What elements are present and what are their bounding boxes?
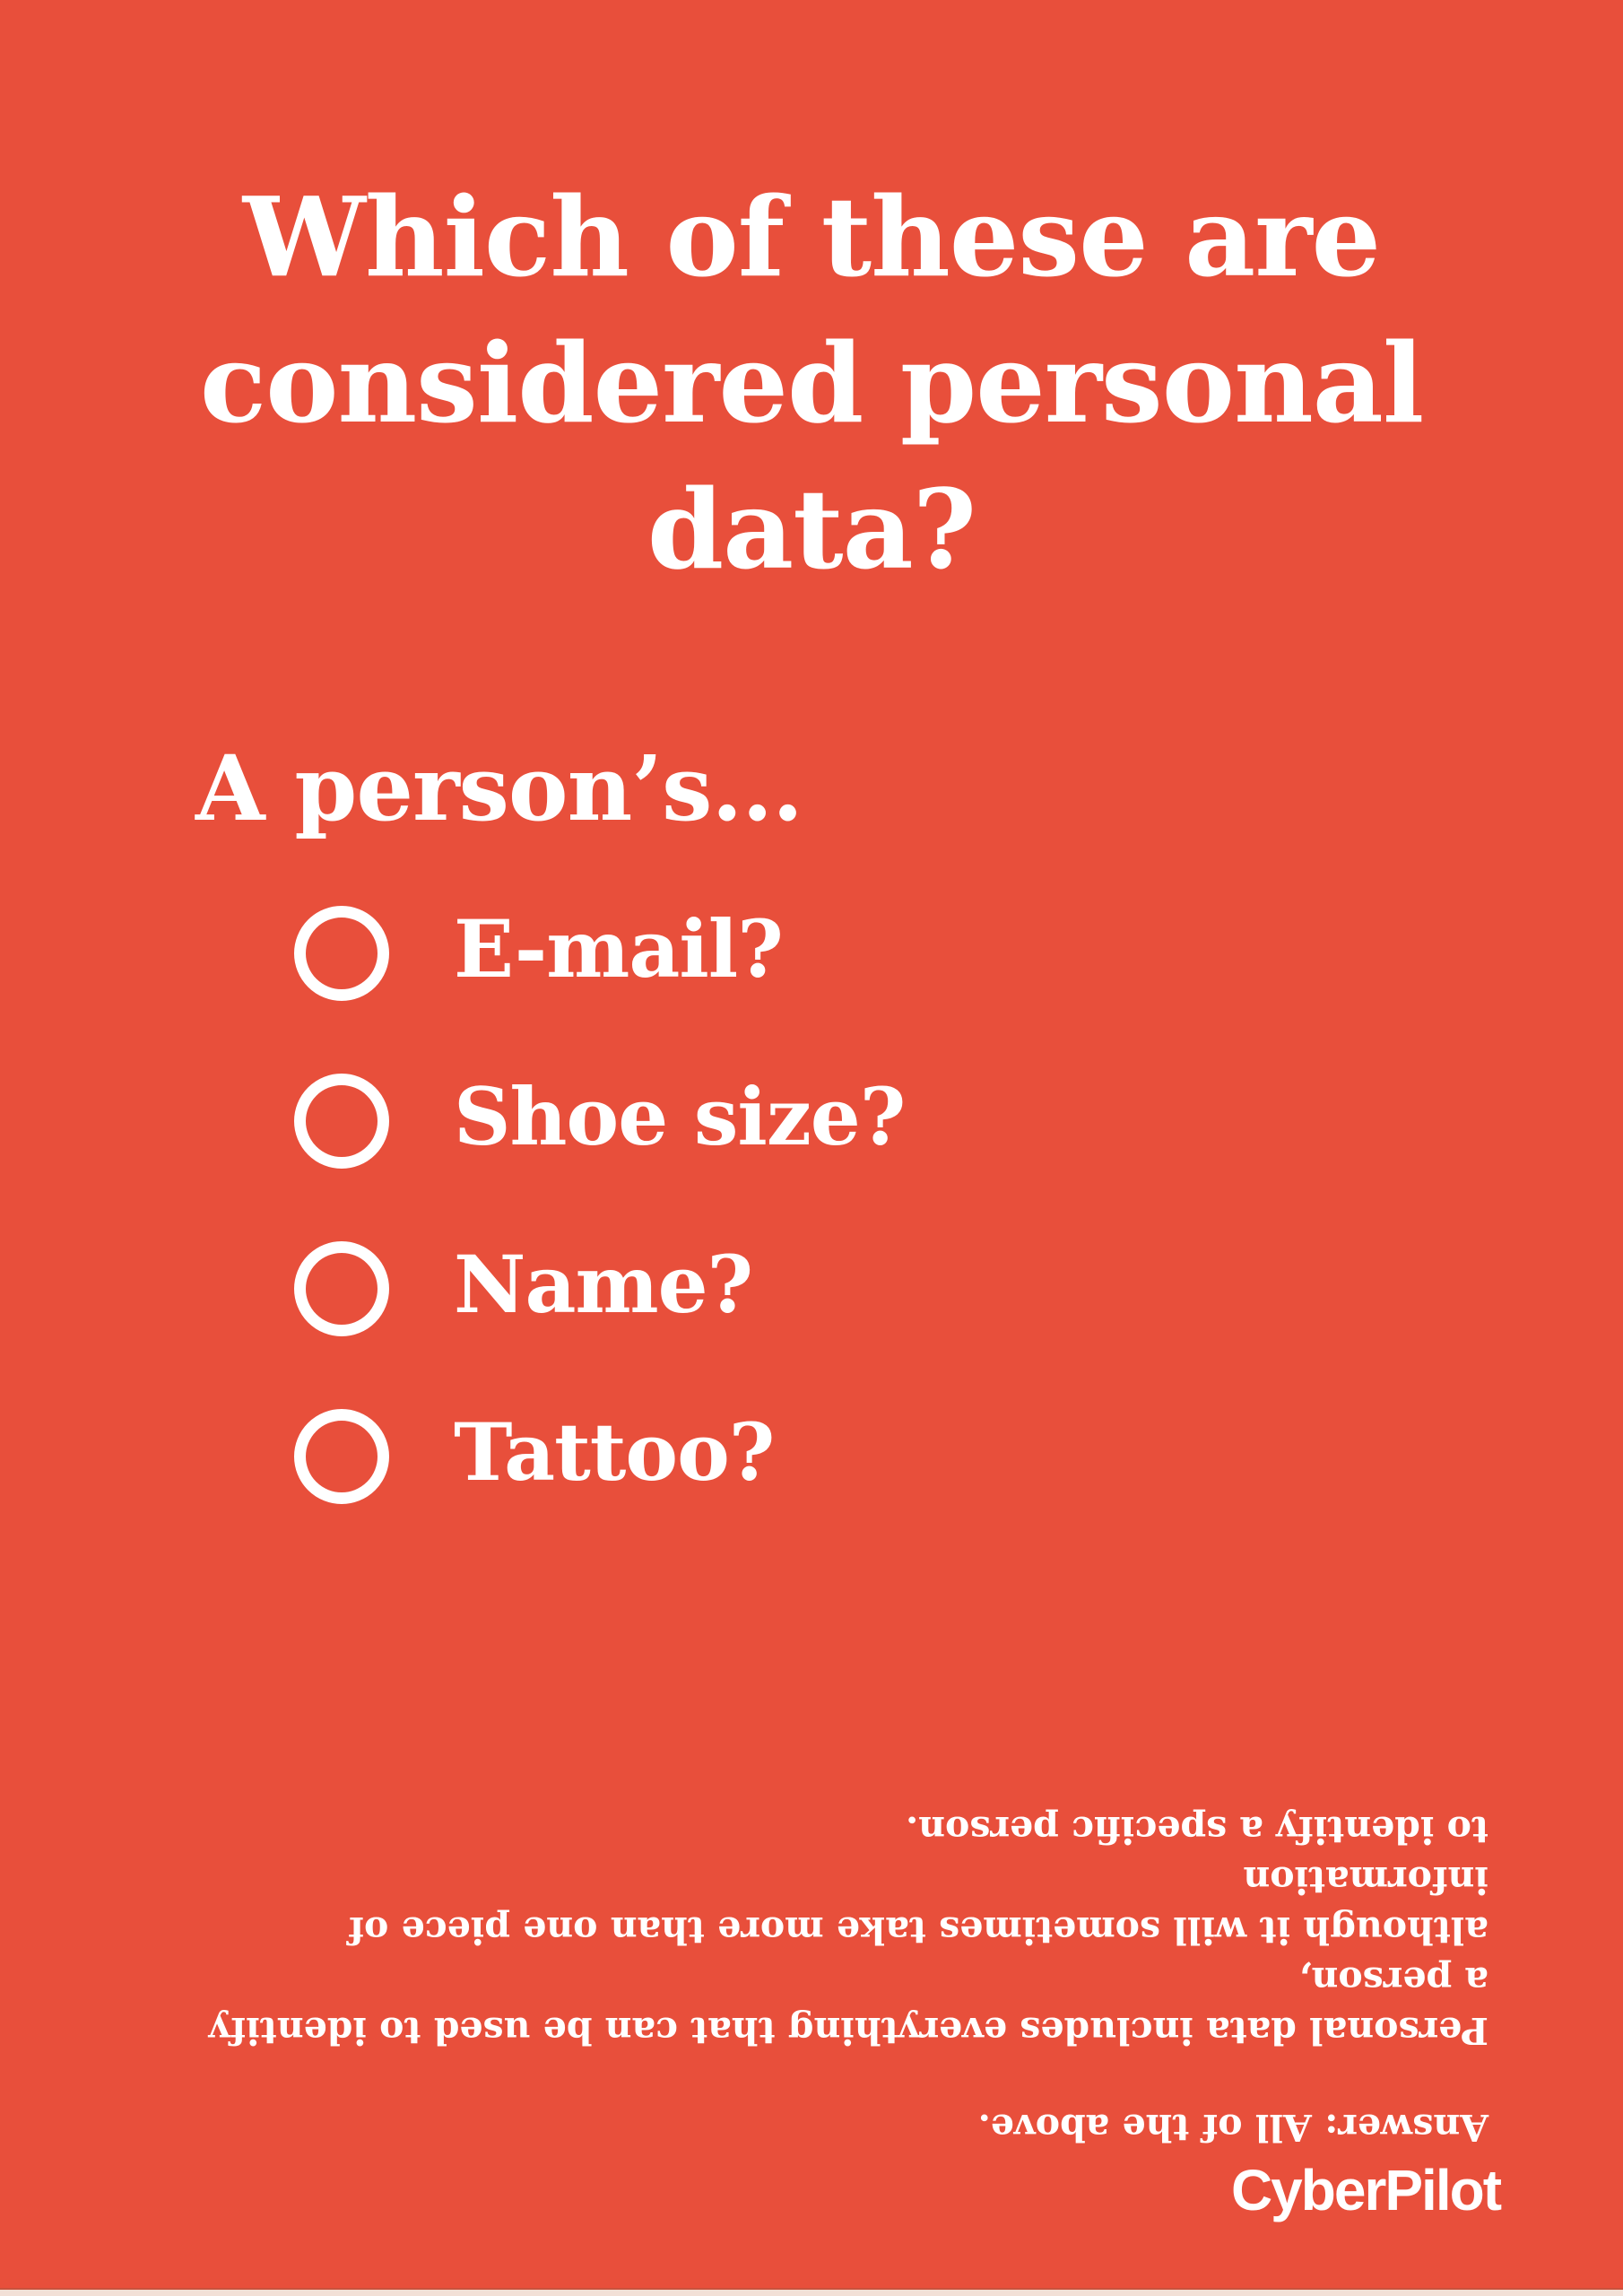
option-label: E-mail? — [454, 902, 784, 996]
option-row-tattoo[interactable]: Tattoo? — [294, 1405, 775, 1504]
answer-explanation-line: to identify a specific person. — [905, 1808, 1488, 1851]
radio-circle-icon[interactable] — [294, 906, 389, 1001]
option-row-email[interactable]: E-mail? — [294, 902, 784, 1001]
answer-block-upside-down: Answer: All of the above. Personal data … — [188, 1805, 1488, 2149]
answer-explanation-line: Personal data includes everything that c… — [208, 1959, 1488, 2052]
option-label: Name? — [454, 1238, 753, 1331]
footer-strip — [0, 2288, 1623, 2296]
option-label: Tattoo? — [454, 1405, 775, 1499]
poster-title: Which of these are considered personal d… — [0, 164, 1623, 603]
radio-circle-icon[interactable] — [294, 1409, 389, 1504]
option-row-shoe-size[interactable]: Shoe size? — [294, 1070, 906, 1169]
answer-explanation: Personal data includes everything that c… — [188, 1805, 1488, 2056]
poster-title-line: data? — [647, 465, 976, 594]
radio-circle-icon[interactable] — [294, 1241, 389, 1336]
answer-heading: Answer: All of the above. — [977, 2106, 1488, 2149]
radio-circle-icon[interactable] — [294, 1074, 389, 1169]
poster-title-line: considered personal — [199, 318, 1424, 448]
option-row-name[interactable]: Name? — [294, 1238, 753, 1336]
answer-explanation-line: although it will sometimes take more tha… — [348, 1858, 1488, 1952]
option-label: Shoe size? — [454, 1070, 906, 1163]
cyberpilot-logo: CyberPilot — [1230, 2158, 1502, 2222]
poster-title-line: Which of these are — [242, 172, 1381, 301]
quiz-prompt: A person’s... — [195, 735, 803, 841]
